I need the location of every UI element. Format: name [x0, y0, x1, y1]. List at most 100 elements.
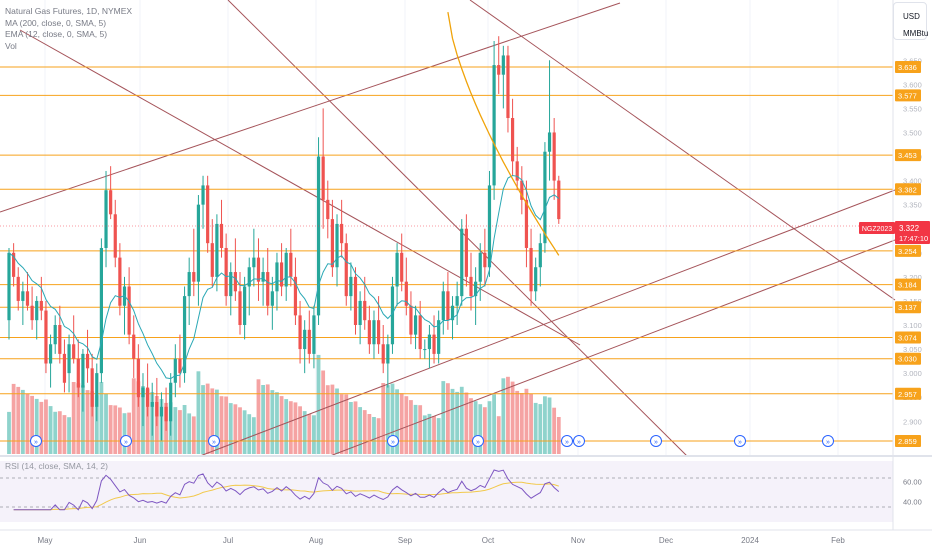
candle-body [247, 267, 251, 287]
level-label: 3.184 [898, 281, 917, 290]
volume-bar [422, 415, 427, 454]
candle-body [210, 243, 214, 277]
event-circle[interactable] [30, 435, 42, 447]
event-marker[interactable]: » [573, 435, 585, 447]
rising-support-line-1[interactable] [199, 189, 896, 457]
volume-bar [44, 399, 48, 454]
volume-bar [117, 407, 122, 454]
event-circle[interactable] [650, 435, 662, 447]
event-circle[interactable] [561, 435, 573, 447]
candle-body [330, 219, 334, 268]
candle-body [127, 286, 131, 335]
event-marker[interactable]: » [120, 435, 132, 447]
price-tick: 2.900 [903, 417, 922, 426]
level-label-bg [895, 387, 921, 400]
event-icon: » [124, 439, 128, 446]
event-icon: » [476, 439, 480, 446]
legend-title[interactable]: Natural Gas Futures, 1D, NYMEX [5, 6, 133, 16]
event-circle[interactable] [387, 435, 399, 447]
event-circle[interactable] [734, 435, 746, 447]
falling-line-2[interactable] [469, 0, 896, 301]
legend-ema[interactable]: EMA (12, close, 0, SMA, 5) [5, 29, 108, 39]
candle-body [243, 286, 247, 325]
volume-bar [348, 402, 353, 454]
candle-body [335, 223, 339, 268]
volume-bar [224, 396, 229, 454]
event-circle[interactable] [120, 435, 132, 447]
legend-ma[interactable]: MA (200, close, 0, SMA, 5) [5, 17, 107, 28]
candle-body [552, 132, 556, 181]
volume-bar [256, 379, 261, 454]
time-axis[interactable]: May Jun Jul Aug Sep Oct Nov Dec 2024 Feb [37, 536, 845, 545]
event-marker[interactable]: » [472, 435, 484, 447]
event-marker[interactable]: » [822, 435, 834, 447]
last-price-badge: 3.322 17:47:10 [895, 221, 930, 244]
event-icon: » [565, 439, 569, 446]
level-label-bg [895, 244, 921, 257]
chart-legend[interactable]: Natural Gas Futures, 1D, NYMEX MA (200, … [5, 6, 132, 52]
candle-body [441, 291, 445, 321]
candle-body [62, 353, 67, 383]
falling-line-3[interactable] [19, 29, 581, 346]
candle-body [326, 199, 330, 220]
volume-bar [385, 385, 390, 454]
candle-body [400, 252, 404, 282]
level-label: 3.254 [898, 247, 917, 256]
candle-body [418, 315, 422, 350]
volume-bar [265, 384, 270, 454]
candle-body [455, 296, 459, 306]
candle-body [261, 272, 265, 282]
event-circle[interactable] [573, 435, 585, 447]
rsi-axis[interactable]: 60.00 40.00 [903, 477, 922, 506]
event-marker[interactable]: » [650, 435, 662, 447]
event-marker[interactable]: » [30, 435, 42, 447]
candle-body [178, 358, 182, 374]
event-icon: » [826, 439, 830, 446]
candle-body [423, 349, 427, 351]
level-label-bg [895, 183, 921, 196]
legend-vol[interactable]: Vol [5, 40, 17, 51]
rising-support-line-2[interactable] [329, 239, 896, 457]
candle-body [229, 272, 233, 297]
candle-body [367, 320, 371, 345]
rising-channel-top[interactable] [0, 2, 621, 213]
volume-bar [62, 415, 67, 454]
falling-line-1[interactable] [227, 0, 688, 457]
event-icon: » [577, 439, 581, 446]
event-marker[interactable]: » [387, 435, 399, 447]
event-circle[interactable] [208, 435, 220, 447]
candle-body [58, 324, 62, 354]
symbol-badge: NGZ2023 [859, 222, 895, 234]
level-label-bg [895, 89, 921, 102]
event-circle[interactable] [822, 435, 834, 447]
volume-bar [321, 370, 326, 454]
event-icon: » [212, 439, 216, 446]
last-price-text: 3.322 [899, 224, 920, 233]
candle-body [349, 276, 353, 297]
time-tick: Nov [571, 536, 585, 545]
volume-bar [316, 354, 321, 454]
event-marker[interactable]: » [561, 435, 573, 447]
volume-bar [182, 405, 187, 454]
level-label: 3.577 [898, 91, 917, 100]
event-markers[interactable]: » » » » » » » » » » [30, 435, 834, 447]
candle-body [474, 281, 478, 297]
symbol-badge-text: NGZ2023 [862, 226, 892, 233]
event-circle[interactable] [472, 435, 484, 447]
level-label: 3.030 [898, 355, 917, 364]
trend-lines[interactable] [0, 0, 896, 457]
volume-bar [205, 383, 210, 454]
rsi-legend[interactable]: RSI (14, close, SMA, 14, 2) [5, 461, 108, 471]
event-marker[interactable]: » [734, 435, 746, 447]
candle-body [460, 228, 464, 297]
level-label-bg [895, 352, 921, 365]
volume-bar [427, 413, 432, 454]
volume-bar [510, 381, 515, 454]
volume-bar [228, 403, 233, 454]
volume-bar [418, 405, 423, 454]
volume-bar [372, 417, 376, 454]
candle-body [464, 228, 468, 277]
event-marker[interactable]: » [208, 435, 220, 447]
currency-unit-selector[interactable]: USD MMBtu [893, 2, 928, 40]
